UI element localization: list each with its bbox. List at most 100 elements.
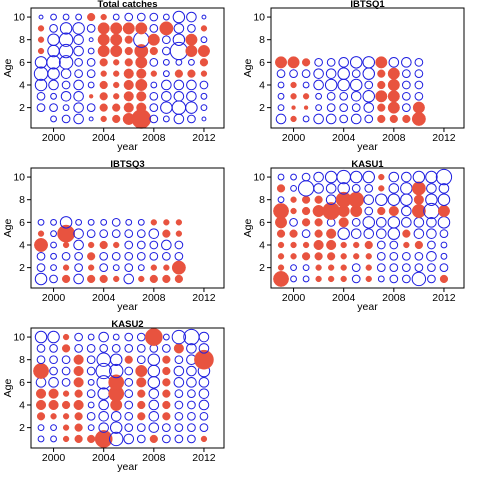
bubble-point: [402, 274, 411, 284]
bubble-point: [162, 434, 171, 444]
bubble-point: [289, 229, 298, 238]
bubble-point: [201, 116, 207, 122]
bubble-point: [162, 366, 171, 376]
bubble-point: [200, 36, 208, 44]
bubble-point: [161, 91, 172, 102]
bubble-point: [388, 205, 399, 217]
bubble-point: [48, 377, 59, 388]
bubble-point: [175, 219, 183, 226]
bubble-point: [99, 103, 108, 112]
bubble-point: [439, 229, 449, 239]
bubble-point: [322, 202, 341, 220]
bubble-point: [162, 70, 170, 78]
bubble-point: [350, 91, 362, 102]
bubble-point: [375, 217, 387, 228]
y-tick-label: 10: [13, 332, 25, 344]
bubble-point: [402, 251, 411, 261]
bubble-point: [48, 388, 59, 399]
x-tick-label: 2004: [92, 452, 116, 464]
bubble-point: [173, 79, 185, 91]
bubble-point: [440, 252, 448, 260]
bubble-point: [34, 330, 48, 344]
y-tick-label: 4: [19, 399, 25, 411]
bubble-point: [149, 46, 158, 56]
bubble-point: [74, 434, 83, 444]
panel-title: KASU1: [351, 159, 384, 170]
bubble-point: [123, 102, 134, 113]
x-axis-label: year: [357, 301, 378, 313]
bubble-point: [135, 56, 148, 69]
bubble-point: [402, 69, 411, 79]
bubble-point: [377, 114, 386, 124]
bubble-point: [124, 355, 133, 364]
bubble-point: [326, 228, 337, 239]
bubble-point: [87, 401, 95, 409]
bubble-point: [112, 114, 121, 124]
bubble-point: [97, 45, 110, 58]
bubble-point: [377, 275, 385, 283]
bubble-point: [86, 69, 96, 79]
bubble-point: [50, 264, 57, 272]
bubble-point: [200, 92, 208, 100]
bubble-point: [349, 56, 363, 69]
bubble-point: [36, 344, 46, 353]
bubble-point: [35, 388, 47, 399]
bubble-point: [173, 343, 184, 354]
bubble-point: [414, 57, 424, 67]
y-tick-label: 6: [19, 377, 25, 389]
bubble-point: [100, 13, 107, 21]
bubble-point: [162, 423, 171, 432]
bubble-point: [411, 111, 426, 126]
bubble-point: [37, 218, 45, 226]
bubble-point: [315, 264, 322, 271]
bubble-point: [99, 92, 108, 101]
bubble-point: [186, 91, 197, 102]
bubble-point: [124, 411, 134, 421]
bubble-point: [110, 33, 123, 46]
bubble-point: [376, 240, 386, 250]
bubble-point: [325, 113, 337, 125]
bubble-point: [109, 431, 124, 447]
bubble-point: [402, 80, 411, 90]
bubble-point: [326, 103, 336, 112]
bubble-point: [47, 67, 60, 80]
bubble-point: [350, 228, 362, 239]
bubble-point: [162, 389, 171, 398]
bubble-point: [339, 91, 349, 101]
bubble-point: [61, 355, 71, 365]
y-tick-label: 10: [13, 12, 25, 24]
bubble-point: [49, 103, 58, 112]
plot-frame: [30, 167, 225, 289]
bubble-point: [162, 355, 171, 364]
bubble-point: [50, 252, 57, 260]
plot-frame: [270, 7, 465, 129]
bubble-point: [61, 366, 71, 376]
bubble-point: [290, 275, 297, 283]
bubble-point: [149, 57, 159, 67]
bubble-point: [162, 344, 171, 353]
bubble-point: [74, 389, 83, 398]
bubble-point: [186, 377, 197, 388]
x-axis-label: year: [117, 141, 138, 153]
bubble-point: [277, 196, 285, 204]
bubble-point: [149, 24, 159, 33]
bubble-point: [325, 183, 337, 194]
bubble-point: [173, 113, 185, 125]
bubble-point: [135, 365, 148, 378]
bubble-point: [110, 411, 122, 422]
bubble-point: [111, 344, 121, 353]
bubble-point: [97, 22, 110, 35]
bubble-point: [123, 433, 135, 445]
bubble-point: [50, 241, 57, 249]
bubble-point: [74, 412, 83, 421]
bubble-point: [439, 274, 449, 284]
bubble-point: [290, 241, 297, 249]
y-axis-label: Age: [242, 219, 254, 238]
bubble-point: [87, 12, 96, 22]
bubble-point: [87, 333, 95, 341]
bubble-point: [389, 263, 399, 272]
bubble-point: [326, 239, 337, 251]
bubble-point: [328, 264, 335, 271]
bubble-point: [162, 400, 171, 410]
